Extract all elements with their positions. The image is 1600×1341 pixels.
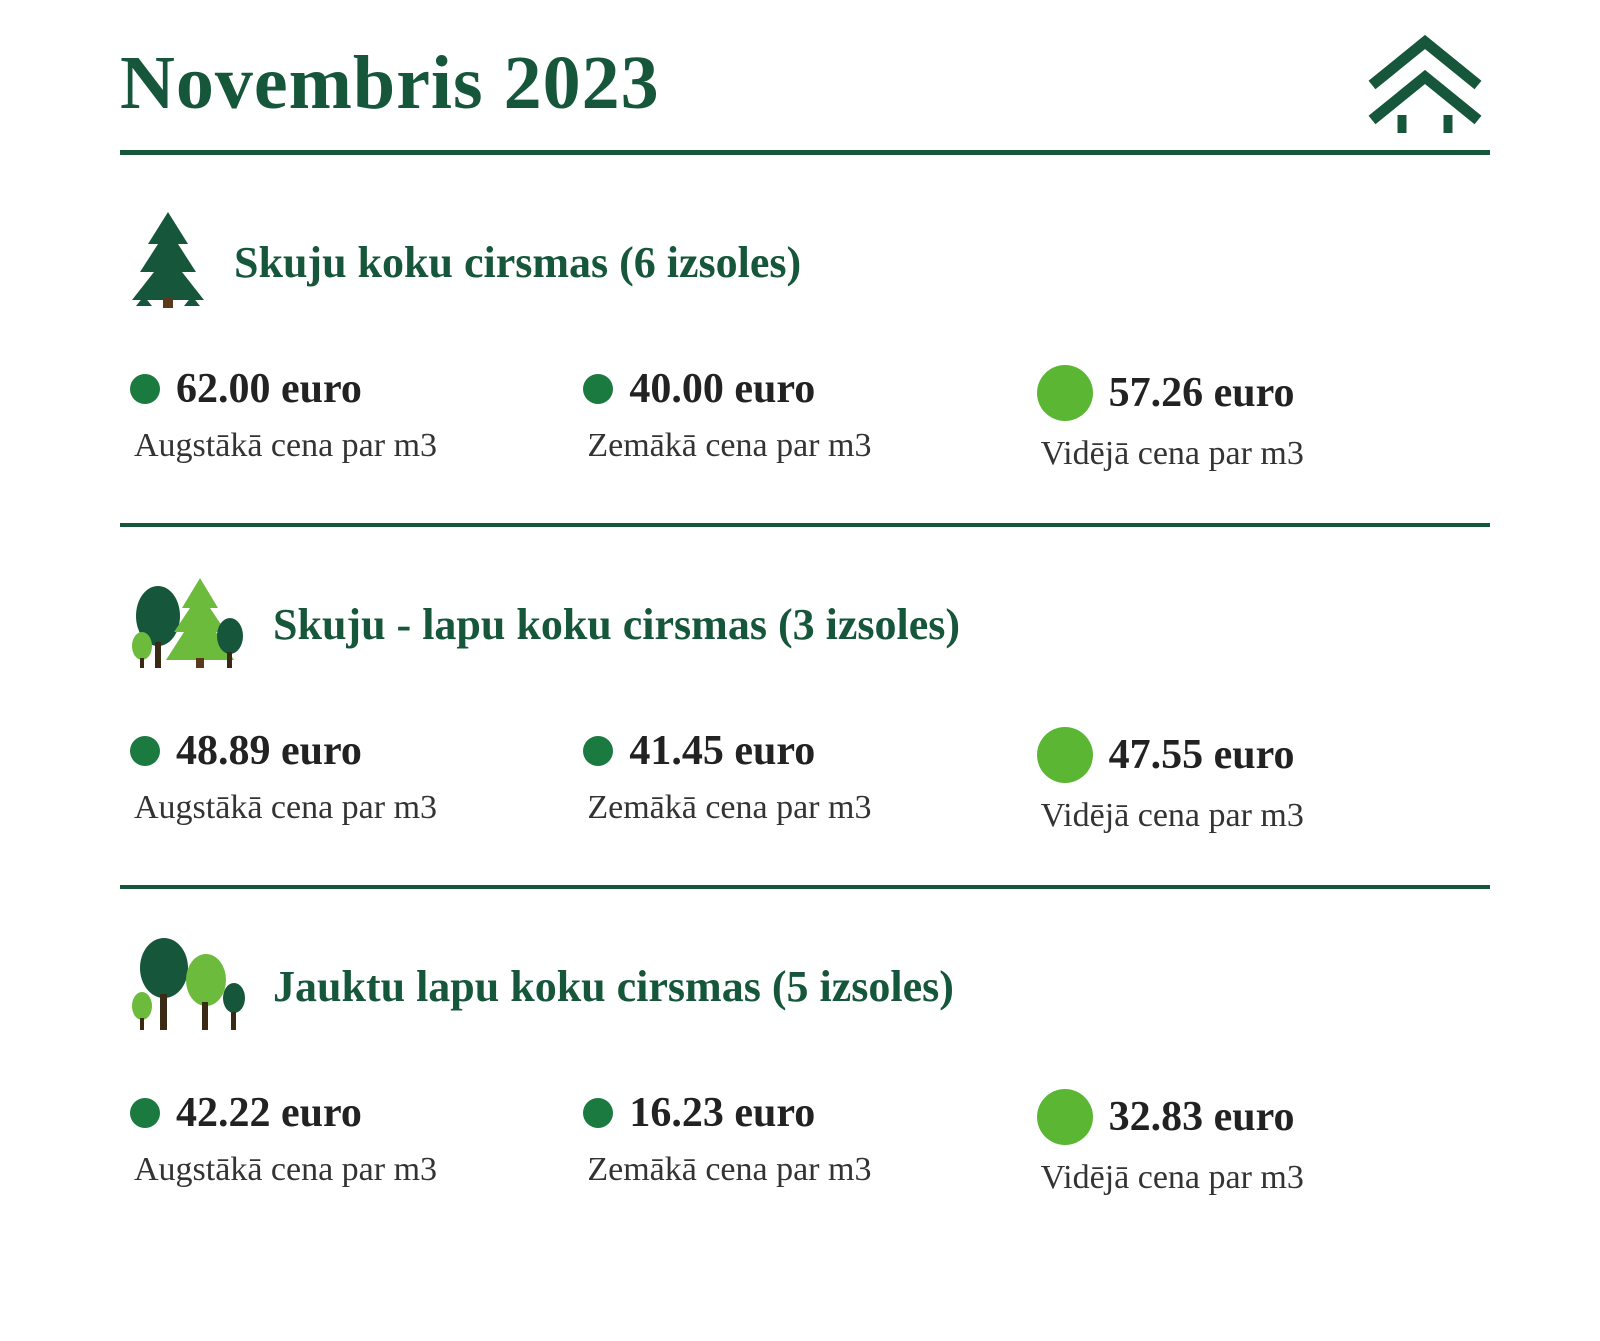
metric-value: 40.00 euro bbox=[629, 365, 815, 413]
metric-value: 57.26 euro bbox=[1109, 369, 1295, 417]
section-deciduous: Jauktu lapu koku cirsmas (5 izsoles) 42.… bbox=[120, 934, 1490, 1197]
metric-label: Vidējā cena par m3 bbox=[1037, 431, 1490, 473]
bullet-icon bbox=[583, 374, 613, 404]
metric-value: 41.45 euro bbox=[629, 727, 815, 775]
section-header: Skuju - lapu koku cirsmas (3 izsoles) bbox=[120, 572, 1490, 677]
metrics-row: 62.00 euro Augstākā cena par m3 40.00 eu… bbox=[120, 365, 1490, 473]
metric-value: 48.89 euro bbox=[176, 727, 362, 775]
metric-label: Zemākā cena par m3 bbox=[583, 1147, 1036, 1189]
section-title: Skuju koku cirsmas (6 izsoles) bbox=[234, 237, 801, 288]
metric-avg: 32.83 euro Vidējā cena par m3 bbox=[1037, 1089, 1490, 1197]
deciduous-trees-icon bbox=[130, 934, 245, 1039]
title-underline bbox=[120, 150, 1490, 155]
page-title: Novembris 2023 bbox=[120, 40, 660, 127]
metric-value: 42.22 euro bbox=[176, 1089, 362, 1137]
metric-label: Augstākā cena par m3 bbox=[130, 423, 583, 465]
bullet-icon bbox=[130, 1098, 160, 1128]
metric-value: 62.00 euro bbox=[176, 365, 362, 413]
metric-low: 16.23 euro Zemākā cena par m3 bbox=[583, 1089, 1036, 1197]
metric-label: Vidējā cena par m3 bbox=[1037, 1155, 1490, 1197]
metric-low: 41.45 euro Zemākā cena par m3 bbox=[583, 727, 1036, 835]
metric-low: 40.00 euro Zemākā cena par m3 bbox=[583, 365, 1036, 473]
section-title: Skuju - lapu koku cirsmas (3 izsoles) bbox=[273, 599, 960, 650]
metric-high: 42.22 euro Augstākā cena par m3 bbox=[130, 1089, 583, 1197]
section-conifer: Skuju koku cirsmas (6 izsoles) 62.00 eur… bbox=[120, 210, 1490, 473]
section-header: Skuju koku cirsmas (6 izsoles) bbox=[120, 210, 1490, 315]
metric-label: Zemākā cena par m3 bbox=[583, 423, 1036, 465]
forest-logo-icon bbox=[1360, 30, 1490, 140]
section-title: Jauktu lapu koku cirsmas (5 izsoles) bbox=[273, 961, 954, 1012]
metric-value: 47.55 euro bbox=[1109, 731, 1295, 779]
metrics-row: 48.89 euro Augstākā cena par m3 41.45 eu… bbox=[120, 727, 1490, 835]
metric-avg: 47.55 euro Vidējā cena par m3 bbox=[1037, 727, 1490, 835]
bullet-icon bbox=[1037, 365, 1093, 421]
conifer-tree-icon bbox=[130, 210, 206, 315]
metric-label: Augstākā cena par m3 bbox=[130, 785, 583, 827]
section-header: Jauktu lapu koku cirsmas (5 izsoles) bbox=[120, 934, 1490, 1039]
header: Novembris 2023 bbox=[120, 40, 1490, 140]
metrics-row: 42.22 euro Augstākā cena par m3 16.23 eu… bbox=[120, 1089, 1490, 1197]
metric-label: Zemākā cena par m3 bbox=[583, 785, 1036, 827]
metric-value: 32.83 euro bbox=[1109, 1093, 1295, 1141]
section-mixed: Skuju - lapu koku cirsmas (3 izsoles) 48… bbox=[120, 572, 1490, 835]
metric-high: 62.00 euro Augstākā cena par m3 bbox=[130, 365, 583, 473]
metric-avg: 57.26 euro Vidējā cena par m3 bbox=[1037, 365, 1490, 473]
section-divider bbox=[120, 885, 1490, 889]
bullet-icon bbox=[130, 374, 160, 404]
metric-label: Augstākā cena par m3 bbox=[130, 1147, 583, 1189]
bullet-icon bbox=[583, 1098, 613, 1128]
bullet-icon bbox=[583, 736, 613, 766]
metric-high: 48.89 euro Augstākā cena par m3 bbox=[130, 727, 583, 835]
metric-value: 16.23 euro bbox=[629, 1089, 815, 1137]
mixed-trees-icon bbox=[130, 572, 245, 677]
bullet-icon bbox=[1037, 727, 1093, 783]
section-divider bbox=[120, 523, 1490, 527]
metric-label: Vidējā cena par m3 bbox=[1037, 793, 1490, 835]
bullet-icon bbox=[1037, 1089, 1093, 1145]
bullet-icon bbox=[130, 736, 160, 766]
